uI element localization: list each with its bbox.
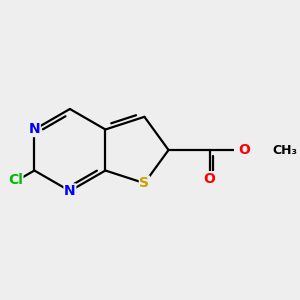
Text: S: S	[140, 176, 149, 190]
Text: O: O	[204, 172, 215, 186]
Text: N: N	[64, 184, 76, 198]
Text: Cl: Cl	[8, 173, 23, 187]
Text: CH₃: CH₃	[272, 143, 297, 157]
Text: O: O	[238, 143, 250, 157]
Text: N: N	[28, 122, 40, 136]
